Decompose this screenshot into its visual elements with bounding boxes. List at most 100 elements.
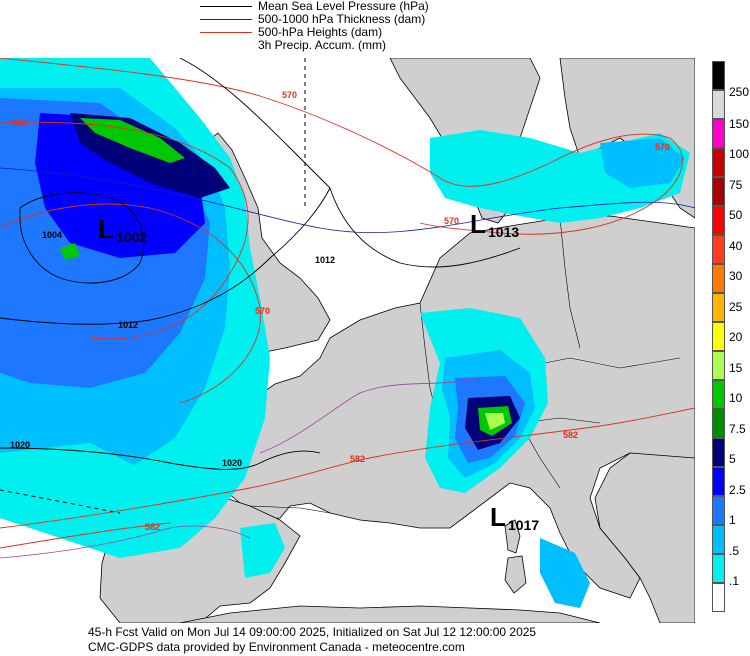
isobar-label: 1020: [222, 458, 242, 468]
legend-entry-pressure: Mean Sea Level Pressure (hPa): [200, 0, 429, 12]
scale-swatch: [712, 409, 725, 438]
precip-line-spacer: [200, 45, 252, 46]
height-label: 570: [655, 142, 670, 152]
isobar-label: 1012: [315, 255, 335, 265]
precip-biscay-light: [0, 443, 140, 528]
scale-label: 5: [729, 452, 736, 466]
scale-label: 250: [729, 85, 750, 99]
scale-swatch: [712, 525, 725, 554]
boundary-line-2: [0, 525, 251, 559]
heights-line-swatch: [200, 31, 252, 33]
map-legend: Mean Sea Level Pressure (hPa) 500-1000 h…: [200, 0, 540, 56]
scale-swatch: [712, 583, 725, 612]
low-symbol: L: [98, 214, 114, 244]
height-line-558: [0, 121, 249, 340]
forecast-map: L 1002 L 1013 L 1017 1004 1012 1012 1020…: [0, 58, 695, 623]
scale-swatch: [712, 322, 725, 351]
low-symbol: L: [470, 209, 486, 239]
scale-label: 15: [729, 361, 743, 375]
isobar-contours: [0, 58, 521, 470]
height-line-570-north: [0, 58, 683, 235]
isobar-label: 1004: [42, 230, 62, 240]
scale-swatch: [712, 177, 725, 206]
scale-label: 40: [729, 239, 743, 253]
low-value: 1013: [488, 224, 519, 240]
height-line-582-low: [0, 522, 171, 549]
scale-label: 20: [729, 330, 743, 344]
precip-scandinavia-med: [600, 138, 685, 188]
scale-label: .5: [729, 544, 740, 558]
height-line-582-south: [0, 407, 695, 529]
precip-alps-yellow: [485, 413, 505, 430]
scale-swatch: [712, 467, 725, 496]
legend-label-pressure: Mean Sea Level Pressure (hPa): [258, 0, 429, 13]
scale-swatch: [712, 438, 725, 467]
height-label: 570: [444, 216, 459, 226]
landmass-balkans: [594, 452, 695, 623]
height-contours: [0, 58, 695, 549]
isobar-1004: [19, 192, 145, 284]
forecast-validity-text: 45-h Fcst Valid on Mon Jul 14 09:00:00 2…: [88, 625, 537, 639]
precip-ireland-green: [60, 243, 80, 260]
legend-label-heights: 500-hPa Heights (dam): [258, 25, 383, 39]
scale-swatch: [712, 148, 725, 177]
scale-label: 75: [729, 178, 743, 192]
scale-swatch: [712, 351, 725, 380]
scale-swatch: [712, 380, 725, 409]
precip-sardinia: [540, 538, 590, 608]
low-value: 1017: [508, 517, 539, 533]
landmass-north-africa: [179, 605, 601, 623]
isobar-1012: [0, 187, 521, 325]
legend-entry-heights: 500-hPa Heights (dam): [200, 26, 382, 38]
scale-swatch: [712, 235, 725, 264]
isobar-1020: [0, 447, 321, 470]
scale-swatch: [712, 264, 725, 293]
scale-swatch: [712, 206, 725, 235]
isobar-north: [179, 58, 331, 189]
scale-label: 100: [729, 147, 750, 161]
landmass-corsica-sardinia: [504, 519, 527, 594]
scale-label: 7.5: [729, 422, 746, 436]
scale-label: 10: [729, 391, 743, 405]
scale-label: 50: [729, 208, 743, 222]
route-lines: [0, 377, 481, 559]
legend-label-precip: 3h Precip. Accum. (mm): [258, 38, 387, 52]
precip-scotland-green: [80, 118, 185, 163]
legend-label-thickness: 500-1000 hPa Thickness (dam): [258, 12, 426, 26]
scale-label: 150: [729, 117, 750, 131]
thickness-contours: [0, 167, 695, 234]
scale-swatch: [712, 61, 725, 90]
isobar-label: 1020: [10, 440, 30, 450]
height-label: 570: [255, 306, 270, 316]
height-line-570-west: [0, 203, 261, 404]
isobar-label: 1012: [118, 320, 138, 330]
low-value: 1002: [116, 229, 147, 245]
height-label: 558: [12, 118, 27, 128]
precipitation-areas: [0, 58, 690, 608]
pressure-line-swatch: [200, 5, 252, 7]
precip-color-scale: 250 150 100 75 50 40 30 25 20 15 10 7.5 …: [712, 61, 750, 621]
precip-iberia: [240, 523, 285, 578]
contour-labels: 1004 1012 1012 1020 1020 558 570 570 570…: [10, 90, 670, 532]
scale-swatch: [712, 554, 725, 583]
boundary-line-1: [259, 377, 481, 454]
legend-entry-thickness: 500-1000 hPa Thickness (dam): [200, 13, 425, 25]
height-label: 582: [145, 522, 160, 532]
legend-entry-precip: 3h Precip. Accum. (mm): [200, 39, 386, 51]
height-label: 582: [563, 430, 578, 440]
scale-swatch: [712, 119, 725, 148]
scale-label: 25: [729, 300, 743, 314]
scale-label: 30: [729, 269, 743, 283]
scale-swatch: [712, 293, 725, 322]
forecast-map-canvas: L 1002 L 1013 L 1017 1004 1012 1012 1020…: [0, 58, 695, 623]
scale-label: 2.5: [729, 483, 746, 497]
height-label: 570: [282, 90, 297, 100]
thickness-line-1: [0, 167, 695, 234]
scale-swatch: [712, 90, 725, 119]
border-de-pl: [559, 217, 581, 349]
low-pressure-markers: L 1002 L 1013 L 1017: [98, 209, 539, 533]
scale-label: .1: [729, 574, 740, 588]
low-symbol: L: [490, 502, 506, 532]
border-fr-es: [249, 505, 331, 514]
scale-label: 1: [729, 513, 736, 527]
